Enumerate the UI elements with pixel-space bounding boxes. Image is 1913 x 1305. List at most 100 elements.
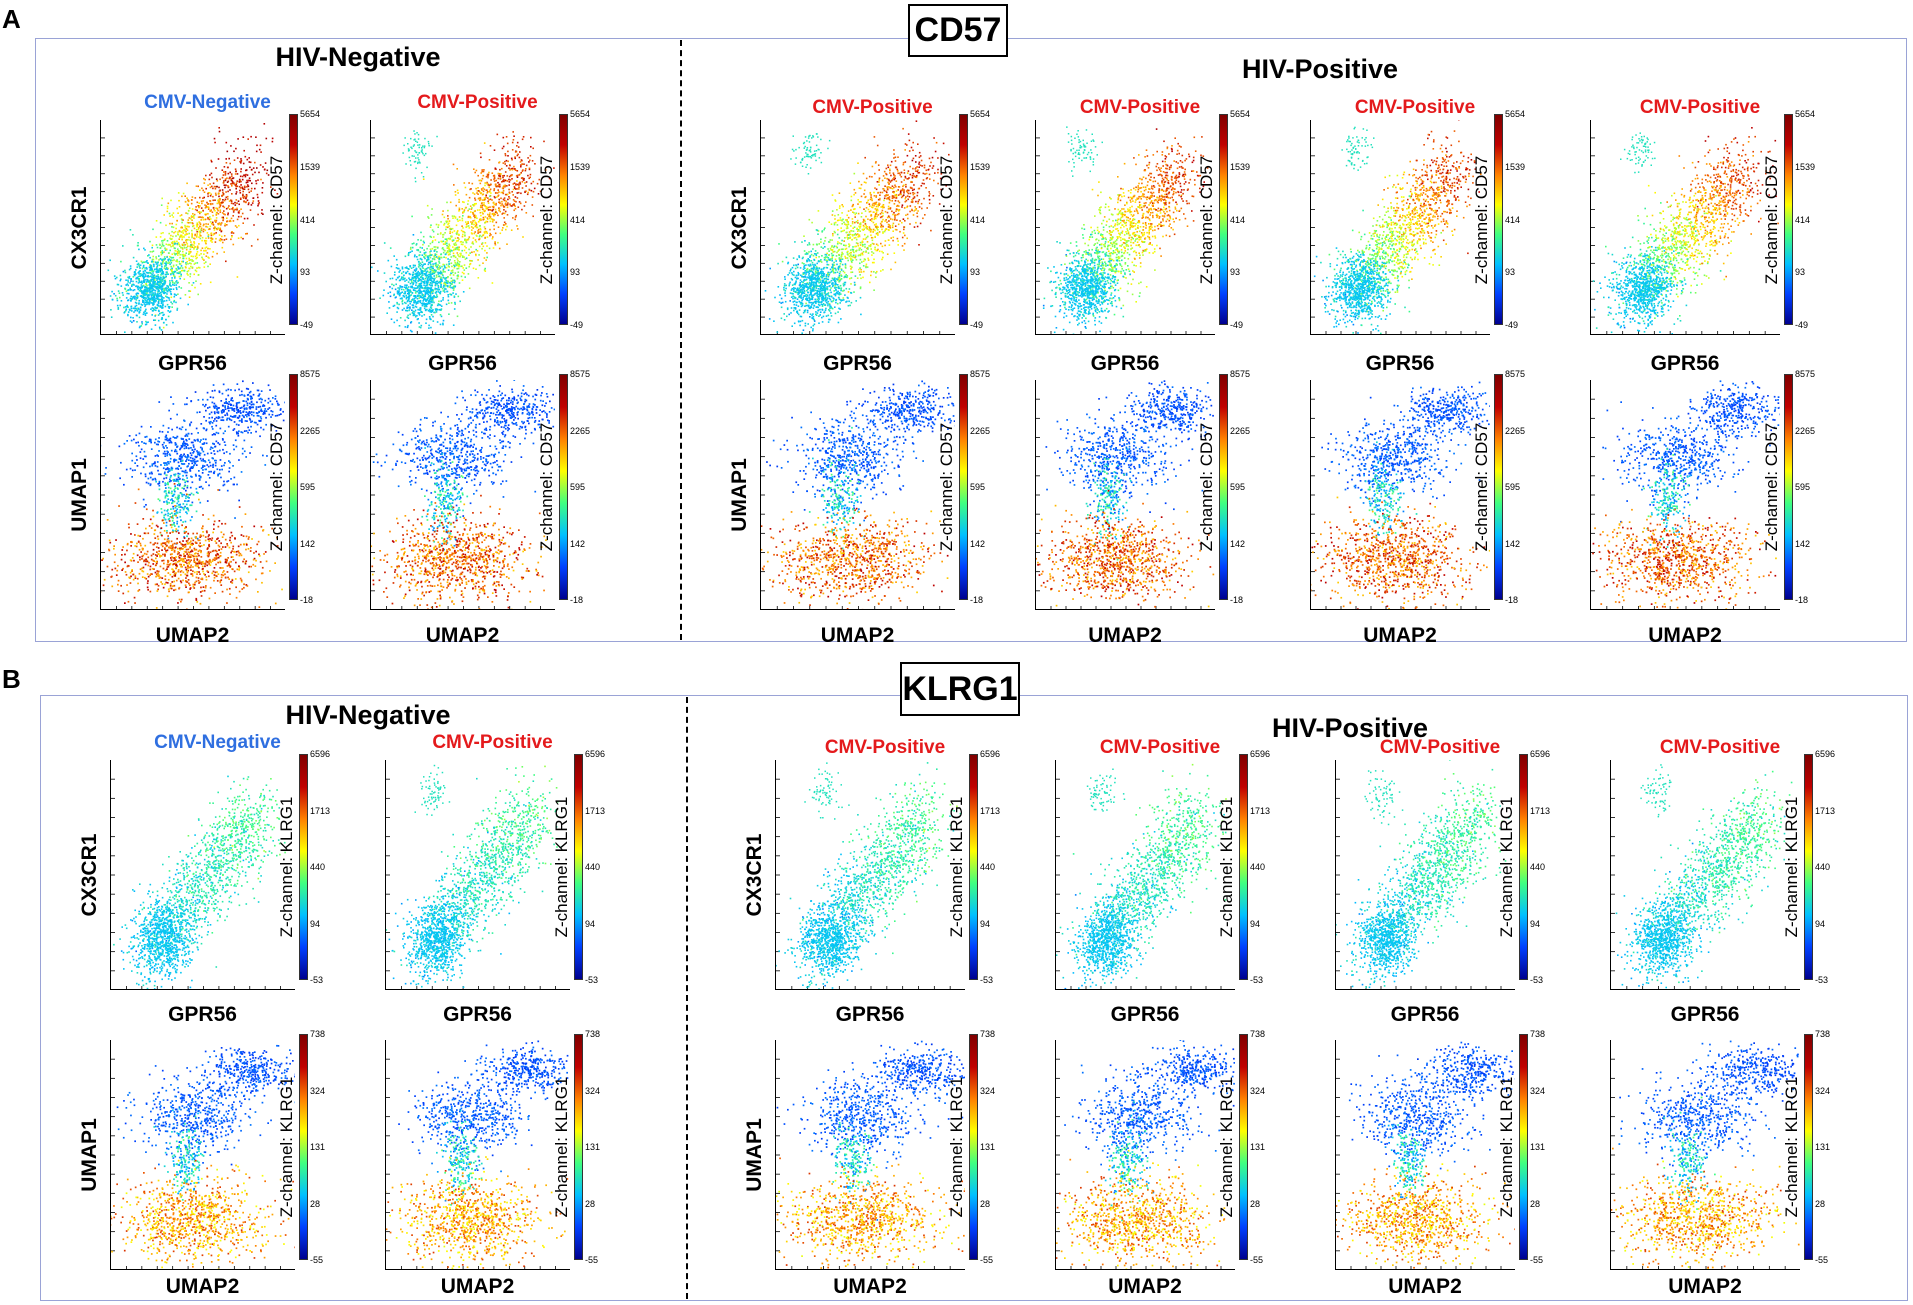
colorbar-tick-label: 2265	[1505, 426, 1525, 436]
colorbar-tick-label: 414	[300, 215, 315, 225]
umap-canvas	[1611, 1040, 1800, 1269]
colorbar	[959, 114, 968, 325]
scatter-canvas	[1056, 763, 1227, 989]
panel-a-label: A	[2, 4, 21, 35]
colorbar-tick-label: 324	[310, 1086, 325, 1096]
umap-canvas	[1056, 1040, 1235, 1269]
umap-canvas	[386, 1040, 569, 1269]
umap-plot	[760, 380, 955, 610]
axis-ticks	[1591, 137, 1766, 334]
colorbar-tick-label: 595	[970, 483, 985, 492]
colorbar-tick-label: 1539	[1795, 162, 1815, 172]
umap-plot	[1335, 1040, 1515, 1270]
scatter-points	[776, 762, 962, 989]
z-channel-label: Z-channel: KLRG1	[277, 777, 297, 957]
colorbar-tick-label: 142	[570, 539, 585, 549]
colorbar-tick-label: -18	[570, 596, 583, 605]
axis-ticks	[776, 778, 951, 989]
umap-points	[776, 1040, 965, 1269]
colorbar	[1219, 374, 1228, 600]
colorbar-tick-label: 414	[1795, 215, 1810, 225]
umap-x-label: UMAP2	[1335, 1275, 1515, 1299]
colorbar	[559, 374, 568, 600]
axis-ticks	[371, 137, 541, 334]
colorbar-tick-label: 440	[1250, 863, 1265, 872]
umap-points	[1036, 380, 1215, 608]
umap-points	[386, 1040, 569, 1269]
colorbar-tick-label: -53	[980, 976, 993, 985]
colorbar-tick-label: -49	[570, 321, 583, 330]
scatter-x-label: GPR56	[370, 352, 555, 376]
axis-ticks	[101, 137, 271, 334]
colorbar-tick-label: 5654	[570, 110, 590, 119]
colorbar-tick-label: -53	[1530, 976, 1543, 985]
umap-points	[1311, 381, 1490, 609]
colorbar-tick-label: 94	[1815, 919, 1825, 929]
colorbar-tick-label: 595	[1795, 483, 1810, 492]
colorbar	[289, 374, 298, 600]
colorbar	[559, 114, 568, 325]
colorbar-tick-label: 8575	[300, 370, 320, 379]
umap-plot	[1590, 380, 1780, 610]
colorbar-tick-label: 1713	[310, 806, 330, 816]
scatter-plot	[760, 120, 955, 335]
scatter-plot	[1590, 120, 1780, 335]
panel-a-title: CD57	[908, 4, 1008, 57]
scatter-x-label: GPR56	[385, 1003, 570, 1027]
colorbar	[299, 1034, 308, 1260]
umap-points	[1336, 1041, 1515, 1269]
colorbar	[969, 754, 978, 980]
colorbar-tick-label: 595	[1505, 483, 1520, 492]
colorbar-tick-label: 440	[980, 863, 995, 872]
axis-ticks	[1611, 778, 1786, 989]
colorbar-tick-label: 5654	[1505, 110, 1525, 119]
z-channel-label: Z-channel: CD57	[537, 130, 557, 310]
z-channel-label: Z-channel: KLRG1	[277, 1057, 297, 1237]
z-channel-label: Z-channel: KLRG1	[1782, 777, 1802, 957]
colorbar-tick-label: 93	[1795, 268, 1805, 277]
colorbar	[959, 374, 968, 600]
scatter-canvas	[776, 762, 962, 989]
colorbar-tick-label: 2265	[1795, 426, 1815, 436]
colorbar-tick-label: 6596	[1530, 750, 1550, 759]
colorbar	[1519, 754, 1528, 980]
scatter-canvas	[111, 775, 290, 989]
scatter-x-label: GPR56	[760, 352, 955, 376]
colorbar-tick-label: 738	[980, 1030, 995, 1039]
scatter-canvas	[1311, 120, 1483, 334]
colorbar-tick-label: 738	[1250, 1030, 1265, 1039]
scatter-plot	[1055, 760, 1235, 990]
umap-points	[1592, 380, 1780, 609]
cmv-status-label: CMV-Positive	[1335, 737, 1545, 759]
z-channel-label: Z-channel: CD57	[1762, 397, 1782, 577]
panel-b-hiv-positive-title: HIV-Positive	[1220, 713, 1480, 744]
scatter-y-label: CX3CR1	[743, 820, 767, 930]
umap-points	[1056, 1040, 1235, 1269]
colorbar-tick-label: -18	[1795, 596, 1808, 605]
colorbar-tick-label: 94	[310, 919, 320, 929]
colorbar	[289, 114, 298, 325]
scatter-x-label: GPR56	[110, 1003, 295, 1027]
cmv-status-label: CMV-Positive	[760, 97, 985, 119]
colorbar-tick-label: 94	[980, 919, 990, 929]
panel-b-title: KLRG1	[900, 662, 1020, 716]
colorbar-tick-label: -49	[300, 321, 313, 330]
umap-x-label: UMAP2	[775, 1275, 965, 1299]
scatter-x-label: GPR56	[1035, 352, 1215, 376]
colorbar-tick-label: 324	[1250, 1086, 1265, 1096]
umap-canvas	[761, 380, 955, 609]
scatter-x-label: GPR56	[1590, 352, 1780, 376]
scatter-y-label: CX3CR1	[68, 173, 92, 283]
umap-points	[111, 1044, 295, 1269]
axis-ticks	[1611, 1058, 1786, 1269]
colorbar-tick-label: -49	[1795, 321, 1808, 330]
umap-plot	[1310, 380, 1490, 610]
colorbar	[1239, 1034, 1248, 1260]
colorbar-tick-label: -49	[1505, 321, 1518, 330]
umap-y-label: UMAP1	[743, 1100, 767, 1210]
panel-b-label: B	[2, 664, 21, 695]
colorbar-tick-label: 142	[1795, 539, 1810, 549]
umap-canvas	[101, 380, 285, 609]
cmv-status-label: CMV-Negative	[110, 732, 325, 754]
colorbar-tick-label: 738	[585, 1030, 600, 1039]
